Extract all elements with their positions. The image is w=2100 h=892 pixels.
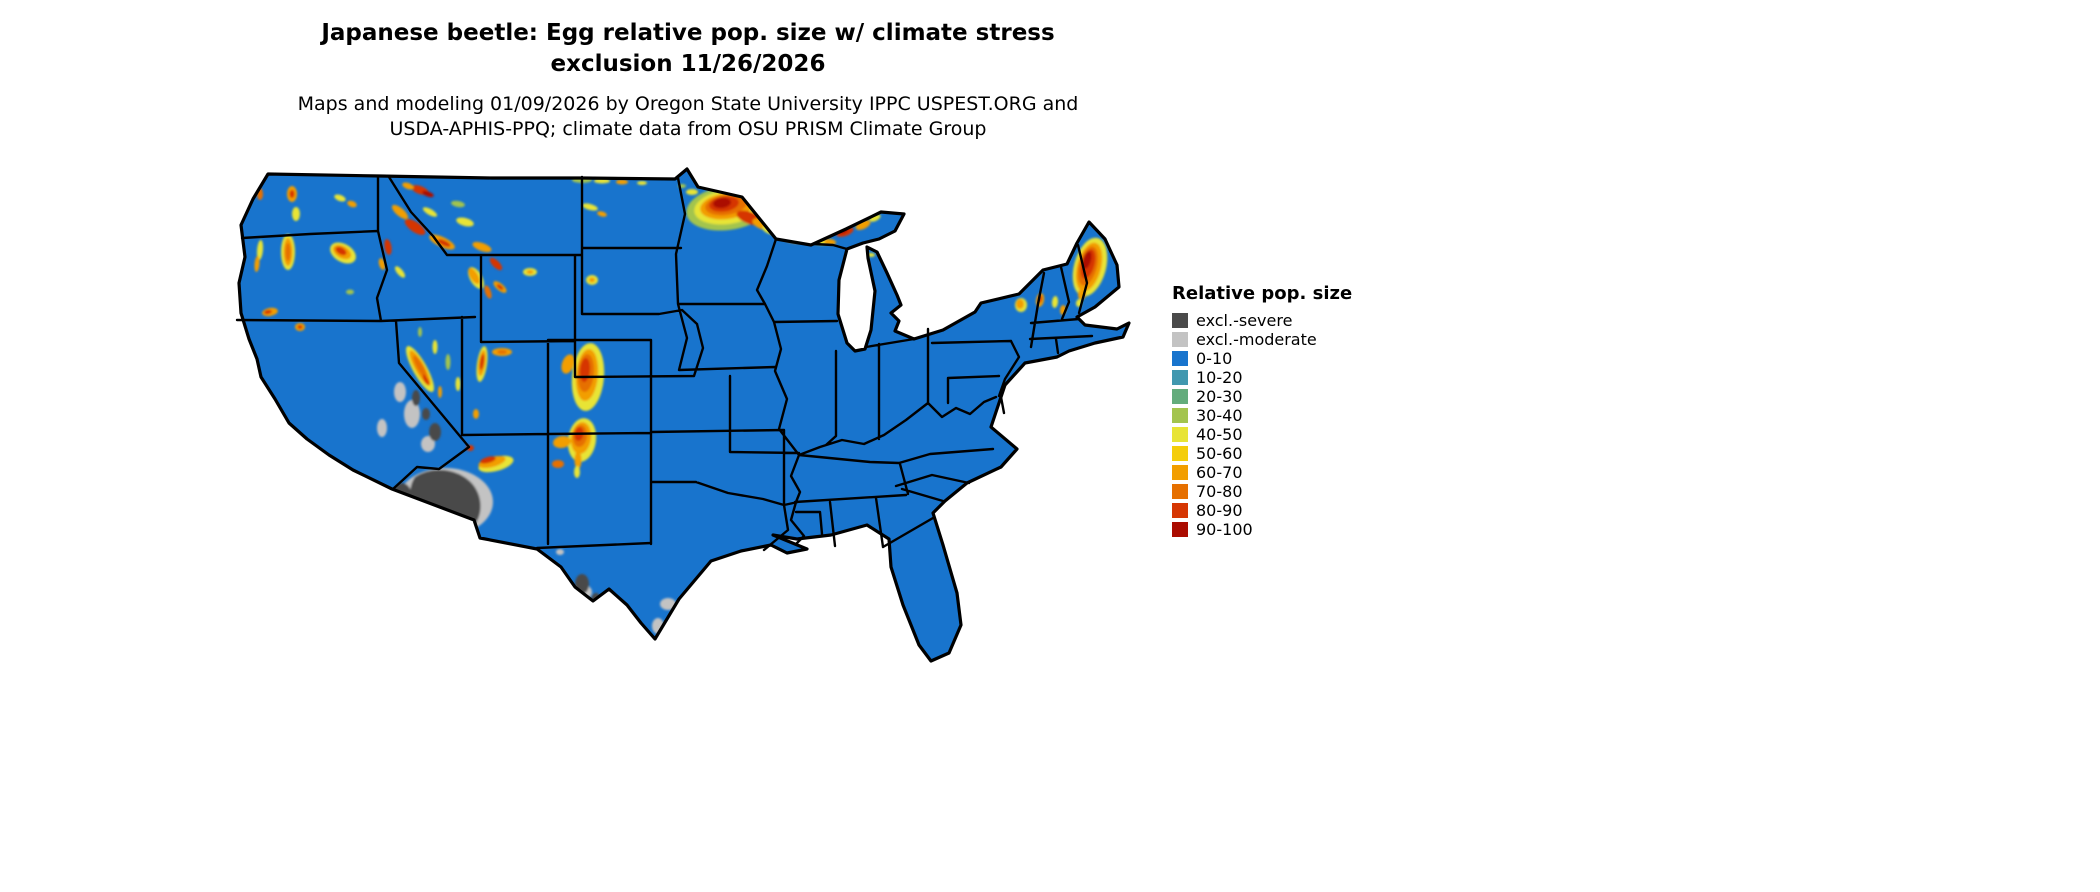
legend-label: 0-10 xyxy=(1196,349,1233,368)
hotspot-utah xyxy=(473,346,512,419)
legend-label: excl.-severe xyxy=(1196,311,1293,330)
legend-item: 60-70 xyxy=(1172,463,1352,482)
legend-item: 40-50 xyxy=(1172,425,1352,444)
title-line-2: exclusion 11/26/2026 xyxy=(550,51,826,77)
legend-swatch xyxy=(1172,427,1188,442)
legend-title: Relative pop. size xyxy=(1172,283,1353,304)
legend-label: 10-20 xyxy=(1196,368,1243,387)
legend-label: 50-60 xyxy=(1196,444,1243,463)
legend-swatch xyxy=(1172,503,1188,518)
legend-items: excl.-severe excl.-moderate 0-10 10-20 20-30… xyxy=(1172,311,1352,539)
page-subtitle: Maps and modeling 01/09/2026 by Oregon S… xyxy=(0,92,1376,142)
legend-swatch xyxy=(1172,446,1188,461)
hotspot-colorado-rockies xyxy=(553,343,605,478)
legend-label: 40-50 xyxy=(1196,425,1243,444)
legend-swatch xyxy=(1172,484,1188,499)
legend-item: 10-20 xyxy=(1172,368,1352,387)
legend-swatch xyxy=(1172,408,1188,423)
us-map xyxy=(235,167,1131,663)
legend-label: 90-100 xyxy=(1196,520,1253,539)
legend-label: 80-90 xyxy=(1196,501,1243,520)
hotspot-maine xyxy=(1072,237,1108,307)
hotspot-sierra-nevada xyxy=(405,346,435,392)
legend-label: 30-40 xyxy=(1196,406,1243,425)
legend-swatch xyxy=(1172,313,1188,328)
page-title: Japanese beetle: Egg relative pop. size … xyxy=(0,18,1376,80)
legend-item: 70-80 xyxy=(1172,482,1352,501)
legend-swatch xyxy=(1172,351,1188,366)
legend-item: 30-40 xyxy=(1172,406,1352,425)
legend-item: 0-10 xyxy=(1172,349,1352,368)
legend: Relative pop. size excl.-severe excl.-mod… xyxy=(1172,283,1352,539)
legend-label: 70-80 xyxy=(1196,482,1243,501)
legend-item: 90-100 xyxy=(1172,520,1352,539)
hotspot-arizona-highlands xyxy=(466,445,564,473)
legend-item: 50-60 xyxy=(1172,444,1352,463)
legend-swatch xyxy=(1172,389,1188,404)
legend-swatch xyxy=(1172,332,1188,347)
subtitle-line-2: USDA-APHIS-PPQ; climate data from OSU PR… xyxy=(389,118,987,140)
hotspot-oregon xyxy=(254,234,356,331)
us-outline xyxy=(237,167,1131,663)
legend-item: 80-90 xyxy=(1172,501,1352,520)
legend-label: 20-30 xyxy=(1196,387,1243,406)
state-borders xyxy=(235,175,1094,552)
legend-swatch xyxy=(1172,522,1188,537)
subtitle-line-1: Maps and modeling 01/09/2026 by Oregon S… xyxy=(297,93,1079,115)
legend-item: excl.-moderate xyxy=(1172,330,1352,349)
legend-swatch xyxy=(1172,465,1188,480)
legend-label: 60-70 xyxy=(1196,463,1243,482)
legend-label: excl.-moderate xyxy=(1196,330,1317,349)
hotspot-washington xyxy=(257,186,357,221)
legend-item: 20-30 xyxy=(1172,387,1352,406)
hotspot-nevada-ranges xyxy=(418,327,461,398)
us-basemap xyxy=(239,169,1129,661)
title-line-1: Japanese beetle: Egg relative pop. size … xyxy=(321,20,1055,46)
legend-swatch xyxy=(1172,370,1188,385)
legend-item: excl.-severe xyxy=(1172,311,1352,330)
